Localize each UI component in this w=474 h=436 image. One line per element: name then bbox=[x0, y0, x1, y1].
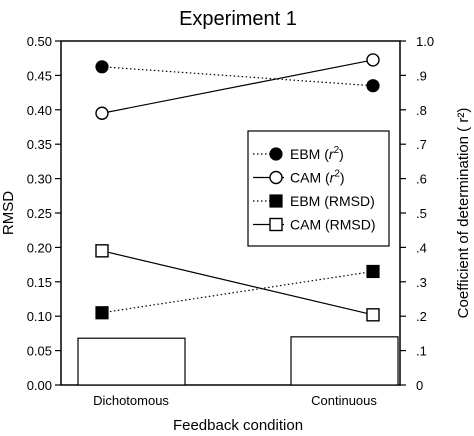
data-point bbox=[269, 170, 283, 185]
x-tick-label: Dichotomous bbox=[93, 393, 169, 408]
right-tick-label: .6 bbox=[416, 172, 427, 187]
right-tick-label: .2 bbox=[416, 309, 427, 324]
series-line bbox=[101, 250, 374, 316]
chart-title: Experiment 1 bbox=[179, 8, 297, 30]
legend-label: EBM (r2) bbox=[290, 145, 344, 162]
data-point bbox=[95, 106, 109, 120]
right-tick-label: 1.0 bbox=[416, 34, 434, 49]
left-tick-label: 0.10 bbox=[27, 309, 52, 324]
legend-label: CAM (r2) bbox=[290, 169, 345, 186]
right-tick-label: .7 bbox=[416, 137, 427, 152]
data-point bbox=[95, 244, 109, 258]
left-tick-label: 0.00 bbox=[27, 378, 52, 393]
legend-label: EBM (RMSD) bbox=[290, 193, 375, 209]
right-tick-label: .8 bbox=[416, 103, 427, 118]
data-point bbox=[366, 264, 380, 279]
right-tick-label: 0 bbox=[416, 378, 423, 393]
left-axis-label: RMSD bbox=[0, 191, 17, 235]
x-tick-label: Continuous bbox=[311, 393, 377, 408]
left-axis: 0.00 0.05 0.10 0.15 0.20 0.25 0.30 0.35 0.40 0.45… bbox=[27, 34, 61, 393]
series-line bbox=[101, 59, 374, 114]
x-axis-categories: Dichotomous Continuous bbox=[93, 393, 377, 408]
right-tick-label: .4 bbox=[416, 240, 427, 255]
right-axis: 0 .1 .2 .3 .4 .5 .6 .7 .8 .9 1.0 bbox=[400, 34, 434, 393]
series-line bbox=[101, 66, 374, 87]
left-tick-label: 0.35 bbox=[27, 137, 52, 152]
bars bbox=[77, 336, 399, 386]
left-tick-label: 0.25 bbox=[27, 206, 52, 221]
data-point bbox=[269, 147, 283, 161]
left-tick-label: 0.15 bbox=[27, 275, 52, 290]
bar bbox=[290, 336, 399, 386]
legend: EBM (r2) CAM (r2) EBM (RMSD) CAM (RMSD) bbox=[247, 130, 390, 247]
series-group bbox=[95, 53, 380, 322]
x-axis-label: Feedback condition bbox=[173, 417, 303, 434]
left-tick-label: 0.05 bbox=[27, 344, 52, 359]
data-point bbox=[366, 308, 380, 322]
data-point bbox=[366, 53, 380, 67]
left-tick-label: 0.40 bbox=[27, 103, 52, 118]
right-tick-label: .9 bbox=[416, 68, 427, 83]
data-point bbox=[95, 306, 109, 320]
bar bbox=[77, 337, 186, 386]
data-point bbox=[269, 194, 283, 208]
right-tick-label: .1 bbox=[416, 344, 427, 359]
right-tick-label: .3 bbox=[416, 275, 427, 290]
legend-label: CAM (RMSD) bbox=[290, 217, 376, 233]
right-tick-label: .5 bbox=[416, 206, 427, 221]
data-point bbox=[269, 217, 283, 232]
data-point bbox=[366, 79, 380, 93]
right-axis-label: Coefficient of determination ( r²) bbox=[455, 108, 472, 319]
left-tick-label: 0.50 bbox=[27, 34, 52, 49]
left-tick-label: 0.30 bbox=[27, 172, 52, 187]
data-point bbox=[95, 60, 109, 74]
left-tick-label: 0.20 bbox=[27, 240, 52, 255]
left-tick-label: 0.45 bbox=[27, 68, 52, 83]
series-line bbox=[101, 270, 374, 314]
